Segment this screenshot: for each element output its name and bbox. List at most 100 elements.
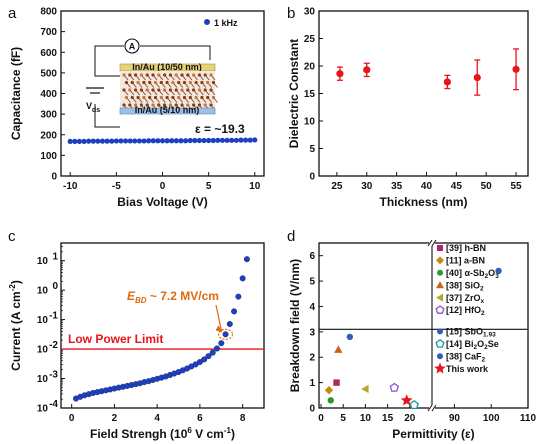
atom	[136, 80, 140, 85]
panel-a-data-point	[67, 138, 73, 144]
panel-b-ytick-label: 15	[304, 89, 316, 100]
panel-b-xtick-label: 35	[391, 181, 403, 192]
atom	[134, 103, 138, 107]
panel-c-limit-label: Low Power Limit	[68, 332, 163, 346]
panel-d-break-mark	[431, 404, 437, 412]
panel-c-breakdown-arrow	[215, 304, 223, 332]
bottom-electrode	[119, 107, 216, 115]
panel-a-ytick-label: 100	[40, 151, 57, 162]
panel-a-data-point	[192, 137, 198, 144]
panel-b-data-point	[363, 66, 371, 74]
panel-a-data-point	[252, 137, 258, 143]
panel-c-frame	[60, 242, 265, 409]
panel-a-xtick-label: -5	[112, 181, 121, 192]
panel-a-circuit-inset: A Vds In/Au (10/50 nm) In/Au (5/10 nm)	[86, 38, 218, 128]
panel-a-data-point	[238, 137, 244, 143]
panel-d-break-mark	[431, 239, 437, 247]
panel-d-ytick-label: 0	[309, 404, 315, 415]
panel-a-data-point	[146, 138, 152, 144]
atom	[197, 73, 201, 77]
atom	[165, 80, 169, 85]
panel-a-ytick-label: 800	[40, 7, 57, 18]
atom	[192, 73, 196, 77]
panel-d-frame	[318, 242, 529, 409]
panel-b-xtick-label: 25	[331, 181, 343, 192]
panel-a-data-point	[178, 138, 184, 144]
atom	[163, 73, 167, 77]
panel-d-breakdown-chart: 0 5 10 15 20 90 100 110 0 1 2 3 4 5 6 Permittivity (ε) B…	[288, 239, 537, 441]
atom	[168, 73, 172, 77]
panel-d-legend-label: [11] a-BN	[446, 256, 485, 266]
panel-label-a: a	[8, 5, 17, 22]
panel-d-xtick-label: 10	[360, 413, 372, 424]
panel-a-data-point	[187, 137, 193, 144]
panel-a-ytick-label: 500	[40, 68, 57, 79]
panel-d-legend-label: This work	[446, 364, 489, 374]
panel-d-legend-marker	[437, 353, 443, 360]
panel-d-data-point	[409, 399, 419, 410]
panel-d-xlabel: Permittivity (ε)	[392, 427, 474, 441]
panel-a-data-point	[159, 138, 166, 144]
ammeter-symbol	[124, 38, 140, 54]
panel-d-legend-label: [40] α-Sb2O3	[446, 268, 499, 280]
panel-label-b: b	[287, 5, 295, 22]
atom	[194, 95, 198, 100]
atom	[203, 103, 207, 107]
panel-d-ytick-label: 1	[309, 378, 315, 389]
atom	[186, 103, 190, 107]
atom	[134, 73, 138, 77]
panel-a-data-point	[164, 138, 170, 144]
panel-c-xtick-label: 0	[69, 413, 75, 424]
atom	[177, 95, 181, 100]
atom	[148, 80, 152, 85]
panel-d-data-point	[333, 379, 340, 386]
atom	[163, 88, 167, 92]
atom	[211, 95, 216, 100]
panel-b-xtick-label: 45	[451, 181, 463, 192]
panel-a-xtick-label: 10	[249, 181, 261, 192]
panel-a-ytick-label: 200	[40, 130, 57, 141]
panel-a-data-point	[113, 138, 119, 144]
atom	[148, 95, 152, 100]
atom	[151, 73, 155, 77]
panel-d-ytick-label: 4	[309, 302, 315, 313]
panel-c-breakdown-label: EBD ~ 7.2 MV/cm	[127, 289, 219, 305]
panel-b-ytick-label: 10	[304, 117, 316, 128]
panel-b-ytick-label: 30	[304, 7, 316, 18]
panel-a-ytick-label: 300	[40, 110, 57, 121]
atom	[182, 80, 187, 85]
panel-a-xtick-label: -10	[63, 181, 78, 192]
atom	[134, 88, 138, 92]
panel-d-ytick-label: 3	[309, 327, 315, 338]
panel-c-ytick-exp: 1	[52, 252, 58, 263]
panel-a-data-point	[224, 137, 230, 143]
panel-c-data-point	[201, 356, 208, 363]
panel-a-epsilon-annotation: ε = ~19.3	[195, 122, 245, 136]
panel-d-xtick-label: 90	[449, 413, 461, 424]
panel-b-ytick-label: 0	[309, 172, 315, 183]
panel-a-data-point	[196, 137, 203, 144]
panel-a-data-point	[242, 137, 249, 143]
panel-d-ytick-label: 2	[309, 353, 315, 364]
atom	[171, 80, 175, 85]
atom	[174, 73, 178, 77]
ammeter-label: A	[129, 42, 136, 52]
panel-a-data-point	[219, 137, 226, 143]
panel-c-data-point	[209, 349, 216, 356]
panel-b-xtick-label: 50	[481, 181, 493, 192]
circuit-wire	[94, 104, 120, 128]
panel-a-data-point	[233, 137, 239, 143]
atom	[177, 80, 181, 85]
atom	[203, 88, 207, 92]
panel-d-ytick-label: 6	[309, 251, 315, 262]
circuit-wire	[140, 45, 211, 60]
atom	[136, 95, 140, 100]
panel-d-legend-marker	[436, 256, 444, 265]
panel-d-ytick-label: 5	[309, 277, 315, 288]
panel-d-legend-label: [39] h-BN	[446, 243, 486, 253]
panel-c-data-point	[205, 353, 212, 360]
atom	[145, 103, 149, 107]
panel-d-legend-marker	[434, 362, 446, 374]
panel-c-xtick-label: 2	[112, 413, 118, 424]
